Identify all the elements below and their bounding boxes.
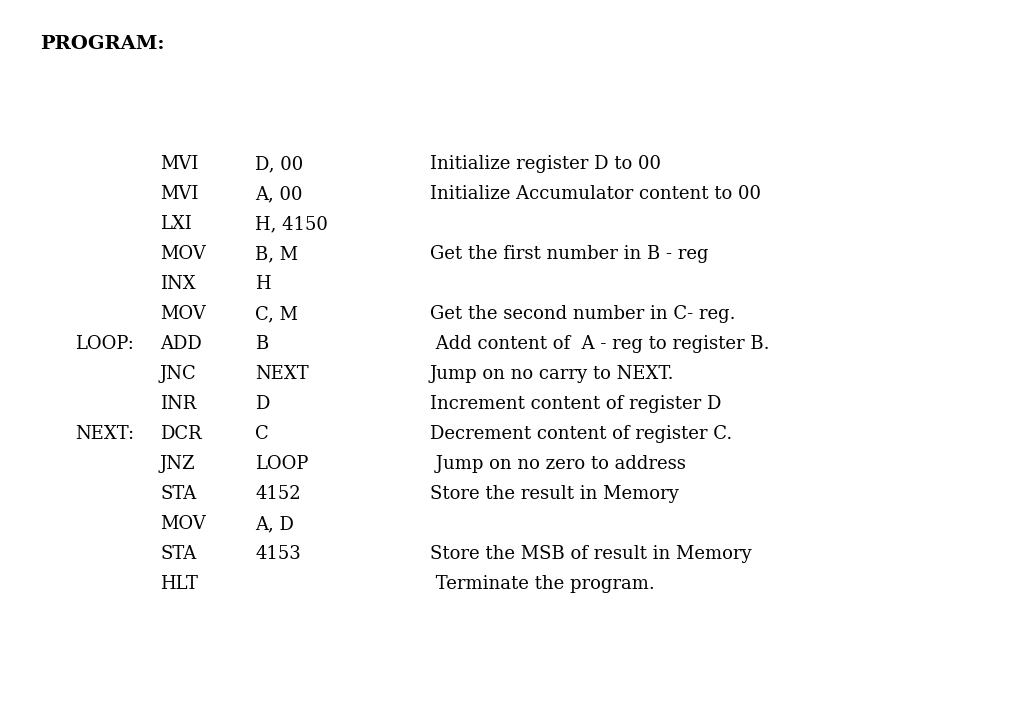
Text: D: D <box>255 395 269 413</box>
Text: Jump on no zero to address: Jump on no zero to address <box>430 455 686 473</box>
Text: PROGRAM:: PROGRAM: <box>40 35 165 53</box>
Text: Add content of  A - reg to register B.: Add content of A - reg to register B. <box>430 335 769 353</box>
Text: JNC: JNC <box>160 365 197 383</box>
Text: Terminate the program.: Terminate the program. <box>430 575 654 593</box>
Text: MOV: MOV <box>160 305 206 323</box>
Text: B: B <box>255 335 268 353</box>
Text: A, 00: A, 00 <box>255 185 302 203</box>
Text: Jump on no carry to NEXT.: Jump on no carry to NEXT. <box>430 365 675 383</box>
Text: MVI: MVI <box>160 155 199 173</box>
Text: 4153: 4153 <box>255 545 301 563</box>
Text: LXI: LXI <box>160 215 191 233</box>
Text: DCR: DCR <box>160 425 202 443</box>
Text: LOOP:: LOOP: <box>75 335 134 353</box>
Text: A, D: A, D <box>255 515 294 533</box>
Text: H, 4150: H, 4150 <box>255 215 328 233</box>
Text: ADD: ADD <box>160 335 202 353</box>
Text: LOOP: LOOP <box>255 455 308 473</box>
Text: Initialize register D to 00: Initialize register D to 00 <box>430 155 662 173</box>
Text: INR: INR <box>160 395 197 413</box>
Text: STA: STA <box>160 545 197 563</box>
Text: Decrement content of register C.: Decrement content of register C. <box>430 425 732 443</box>
Text: Increment content of register D: Increment content of register D <box>430 395 721 413</box>
Text: NEXT:: NEXT: <box>75 425 134 443</box>
Text: D, 00: D, 00 <box>255 155 303 173</box>
Text: Get the second number in C- reg.: Get the second number in C- reg. <box>430 305 735 323</box>
Text: NEXT: NEXT <box>255 365 308 383</box>
Text: Store the MSB of result in Memory: Store the MSB of result in Memory <box>430 545 752 563</box>
Text: MVI: MVI <box>160 185 199 203</box>
Text: Store the result in Memory: Store the result in Memory <box>430 485 679 503</box>
Text: H: H <box>255 275 270 293</box>
Text: MOV: MOV <box>160 515 206 533</box>
Text: C, M: C, M <box>255 305 298 323</box>
Text: C: C <box>255 425 268 443</box>
Text: JNZ: JNZ <box>160 455 196 473</box>
Text: STA: STA <box>160 485 197 503</box>
Text: Get the first number in B - reg: Get the first number in B - reg <box>430 245 709 263</box>
Text: Initialize Accumulator content to 00: Initialize Accumulator content to 00 <box>430 185 761 203</box>
Text: B, M: B, M <box>255 245 298 263</box>
Text: INX: INX <box>160 275 196 293</box>
Text: MOV: MOV <box>160 245 206 263</box>
Text: 4152: 4152 <box>255 485 301 503</box>
Text: HLT: HLT <box>160 575 198 593</box>
